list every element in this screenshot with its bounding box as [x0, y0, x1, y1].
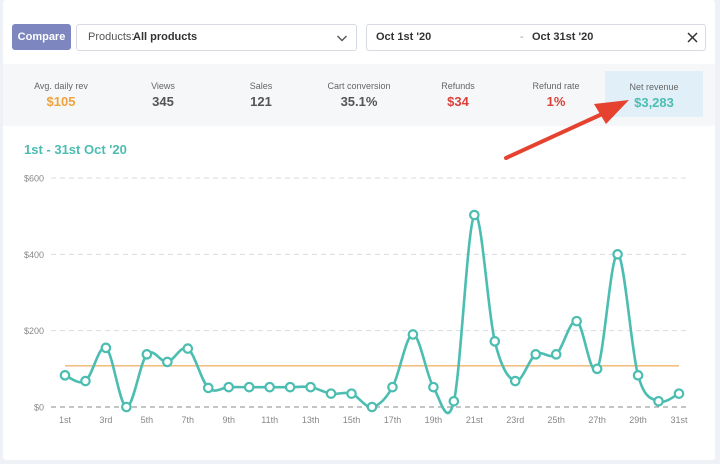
data-point[interactable]	[571, 315, 582, 327]
series-line	[64, 213, 680, 415]
stat-title: Refund rate	[532, 81, 580, 91]
stat-sales[interactable]: Sales 121	[212, 70, 310, 118]
products-select-value: All products	[133, 31, 198, 43]
chart-title: 1st - 31st Oct '20	[24, 142, 127, 157]
x-tick-label: 3rd	[99, 415, 112, 425]
annotation-arrow	[504, 100, 629, 160]
data-point[interactable]	[223, 381, 235, 393]
data-point[interactable]	[591, 363, 603, 375]
stat-views[interactable]: Views 345	[114, 70, 212, 118]
products-select-label: Products:	[88, 31, 135, 43]
data-point[interactable]	[284, 381, 296, 393]
stat-value: $105	[46, 94, 76, 109]
data-point[interactable]	[509, 375, 521, 387]
x-tick-label: 31st	[670, 415, 688, 425]
chevron-down-icon	[337, 35, 347, 42]
data-point[interactable]	[428, 381, 439, 393]
data-point[interactable]	[121, 401, 132, 413]
revenue-line-chart: $0 $200 $400 $600 1st 3rd 5th 7th 9th 11th 13th 15…	[24, 100, 689, 425]
stat-refunds[interactable]: Refunds $34	[409, 70, 507, 118]
data-point[interactable]	[469, 209, 480, 221]
stat-net-revenue[interactable]: Net revenue $3,283	[605, 71, 703, 117]
stat-value: $34	[447, 94, 469, 109]
data-point[interactable]	[530, 349, 542, 360]
x-tick-label: 7th	[182, 415, 195, 425]
x-tick-label: 11th	[261, 415, 278, 425]
products-select[interactable]: Products: All products	[76, 24, 357, 51]
x-tick-label: 27th	[588, 415, 606, 425]
data-point[interactable]	[632, 370, 644, 381]
data-point[interactable]	[243, 381, 255, 393]
x-tick-label: 29th	[629, 415, 647, 425]
data-point[interactable]	[59, 370, 71, 381]
stat-avg-daily-rev[interactable]: Avg. daily rev $105	[12, 70, 110, 118]
data-point[interactable]	[489, 336, 501, 347]
stat-title: Cart conversion	[327, 81, 391, 91]
stat-value: $3,283	[634, 95, 674, 110]
x-tick-label: 23rd	[506, 415, 524, 425]
y-tick-label: $400	[24, 250, 44, 260]
data-point[interactable]	[264, 381, 275, 393]
y-tick-label: $200	[24, 326, 44, 336]
x-tick-label: 15th	[343, 415, 361, 425]
compare-button[interactable]: Compare	[12, 24, 71, 50]
data-point[interactable]	[100, 342, 112, 354]
stat-title: Views	[151, 81, 175, 91]
x-tick-label: 19th	[425, 415, 443, 425]
stat-title: Refunds	[441, 81, 475, 91]
x-tick-label: 21st	[466, 415, 484, 425]
x-tick-label: 17th	[384, 415, 402, 425]
date-range-field[interactable]: Oct 1st '20 - Oct 31st '20	[366, 24, 706, 51]
stat-value: 1%	[546, 94, 566, 109]
data-point[interactable]	[612, 249, 623, 260]
stat-title: Avg. daily rev	[34, 81, 88, 91]
data-point[interactable]	[673, 388, 685, 399]
date-to[interactable]: Oct 31st '20	[532, 31, 594, 43]
data-point[interactable]	[550, 349, 562, 360]
close-icon[interactable]	[687, 32, 698, 43]
data-point[interactable]	[407, 329, 419, 340]
data-point[interactable]	[448, 395, 460, 407]
data-point[interactable]	[325, 388, 337, 399]
x-tick-label: 13th	[302, 415, 320, 425]
x-tick-label: 25th	[547, 415, 565, 425]
data-point[interactable]	[346, 388, 357, 399]
stat-cart-conversion[interactable]: Cart conversion 35.1%	[310, 70, 408, 118]
stat-value: 121	[250, 94, 272, 109]
y-tick-label: $0	[34, 403, 44, 413]
date-separator: -	[520, 31, 524, 43]
stat-value: 345	[152, 94, 174, 109]
stat-title: Sales	[249, 81, 273, 91]
stat-value: 35.1%	[340, 94, 378, 109]
data-point[interactable]	[202, 382, 214, 394]
date-from[interactable]: Oct 1st '20	[376, 31, 432, 43]
stat-title: Net revenue	[629, 82, 679, 92]
data-point[interactable]	[141, 349, 153, 360]
data-point[interactable]	[182, 343, 194, 354]
data-point[interactable]	[387, 381, 398, 393]
x-tick-label: 9th	[222, 415, 235, 425]
toolbar: Compare Products: All products Oct 1st '…	[3, 0, 715, 62]
data-point[interactable]	[653, 395, 664, 407]
dashboard-card: Compare Products: All products Oct 1st '…	[3, 0, 715, 460]
x-tick-label: 5th	[141, 415, 154, 425]
data-point[interactable]	[162, 356, 173, 368]
data-point[interactable]	[80, 375, 91, 387]
x-tick-label: 1st	[59, 415, 72, 425]
data-point[interactable]	[366, 401, 378, 413]
data-point[interactable]	[305, 381, 316, 393]
stat-refund-rate[interactable]: Refund rate 1%	[507, 70, 605, 118]
y-tick-label: $600	[24, 174, 44, 184]
